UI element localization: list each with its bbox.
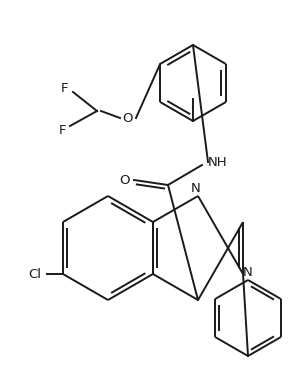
Text: O: O (120, 174, 130, 187)
Text: N: N (191, 181, 201, 194)
Text: O: O (123, 112, 133, 125)
Text: F: F (58, 124, 66, 137)
Text: Cl: Cl (28, 267, 42, 280)
Text: N: N (243, 266, 253, 279)
Text: NH: NH (208, 155, 228, 168)
Text: F: F (61, 82, 69, 95)
